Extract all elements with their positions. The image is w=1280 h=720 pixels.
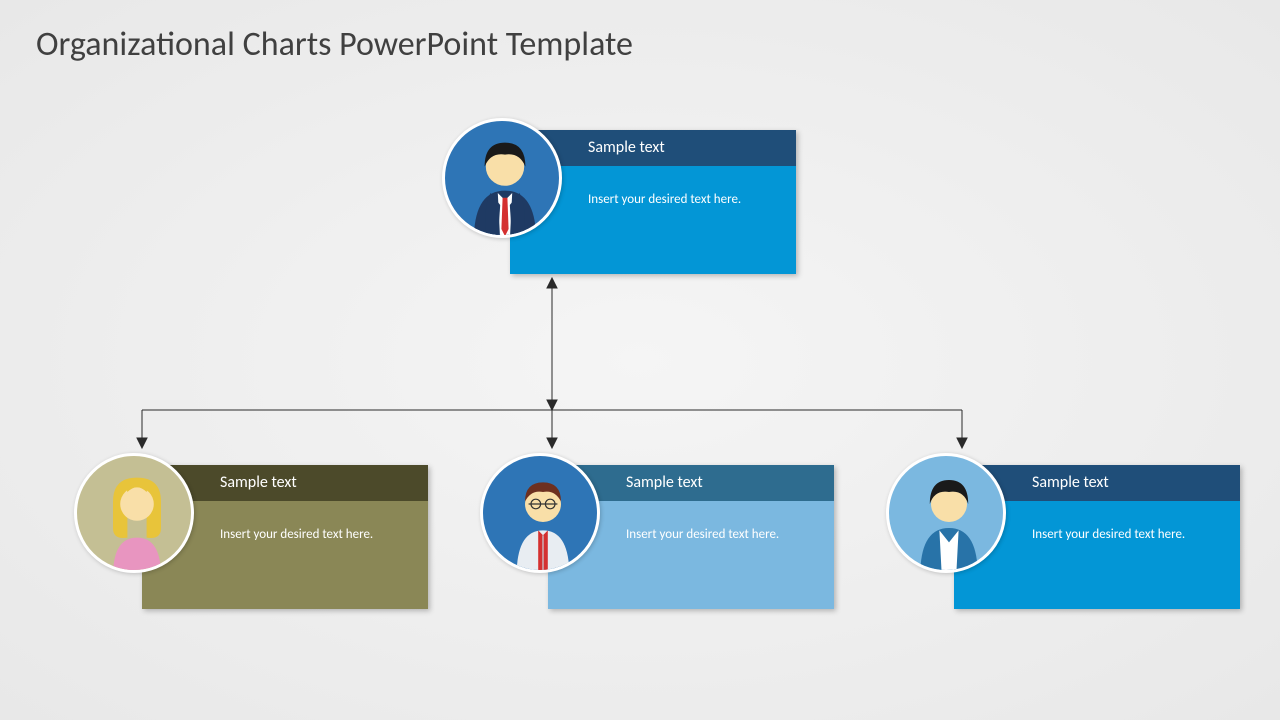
person-avatar-icon — [74, 453, 194, 573]
connector-lines — [0, 0, 1280, 720]
person-avatar-icon — [886, 453, 1006, 573]
person-avatar-icon — [480, 453, 600, 573]
page-title: Organizational Charts PowerPoint Templat… — [36, 24, 633, 65]
person-avatar-icon — [442, 118, 562, 238]
